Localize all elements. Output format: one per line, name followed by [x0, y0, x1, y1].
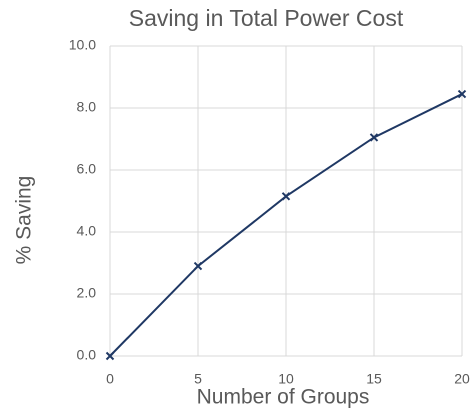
marker: [369, 133, 379, 142]
chart-title: Saving in Total Power Cost: [129, 5, 404, 31]
marker: [457, 89, 467, 99]
y-tick-label: 2.0: [77, 285, 97, 301]
x-tick-label: 20: [454, 371, 470, 387]
y-tick-label: 6.0: [77, 161, 97, 177]
x-tick-label: 0: [106, 371, 114, 387]
x-tick-label: 15: [366, 371, 382, 387]
y-tick-label: 4.0: [77, 223, 97, 239]
y-tick-label: 0.0: [77, 347, 97, 363]
y-axis-label: % Saving: [13, 176, 36, 265]
x-tick-label: 10: [278, 371, 294, 387]
y-tick-label: 10.0: [69, 37, 96, 53]
marker: [105, 351, 115, 361]
y-tick-label: 8.0: [77, 99, 97, 115]
marker: [281, 192, 291, 201]
x-axis-label: Number of Groups: [197, 386, 370, 409]
x-tick-label: 5: [194, 371, 202, 387]
marker: [193, 261, 203, 271]
